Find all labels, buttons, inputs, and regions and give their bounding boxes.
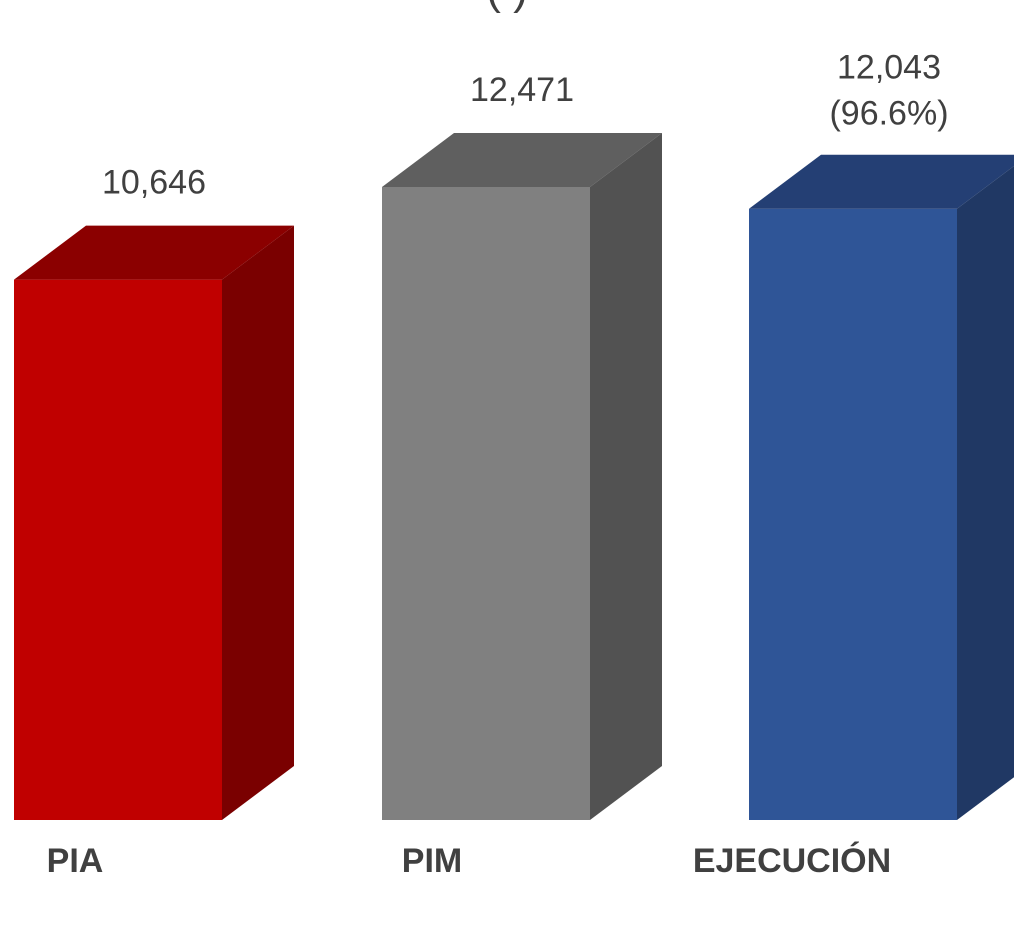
bar-side-pim	[590, 133, 662, 820]
bar-ejecucin	[749, 154, 1014, 821]
percent-label-ejecucin: (96.6%)	[829, 95, 948, 133]
bars-group	[14, 133, 1014, 821]
category-label-ejecucin: EJECUCIÓN	[693, 842, 891, 880]
bar-front-pia	[14, 279, 222, 820]
category-label-pia: PIA	[47, 842, 104, 880]
bar-pia	[14, 225, 294, 820]
value-label-pim: 12,471	[470, 71, 574, 109]
bar-top-ejecucin	[749, 154, 1014, 209]
bar-side-ejecucin	[957, 165, 1014, 820]
bar-front-pim	[382, 187, 590, 820]
chart-title-fragment: ( )	[486, 0, 528, 14]
bar-front-ejecucin	[749, 208, 957, 821]
value-label-pia: 10,646	[102, 164, 206, 202]
value-label-ejecucin: 12,043	[837, 49, 941, 87]
bar-pim	[382, 133, 662, 820]
bar-top-pim	[382, 133, 662, 187]
labels-group: 10,646 PIA 12,471 PIM 12,043 (96.6%) EJECUCIÓN	[47, 49, 949, 880]
bar-side-pia	[222, 225, 294, 820]
category-label-pim: PIM	[402, 842, 462, 880]
bar-top-pia	[14, 225, 294, 280]
